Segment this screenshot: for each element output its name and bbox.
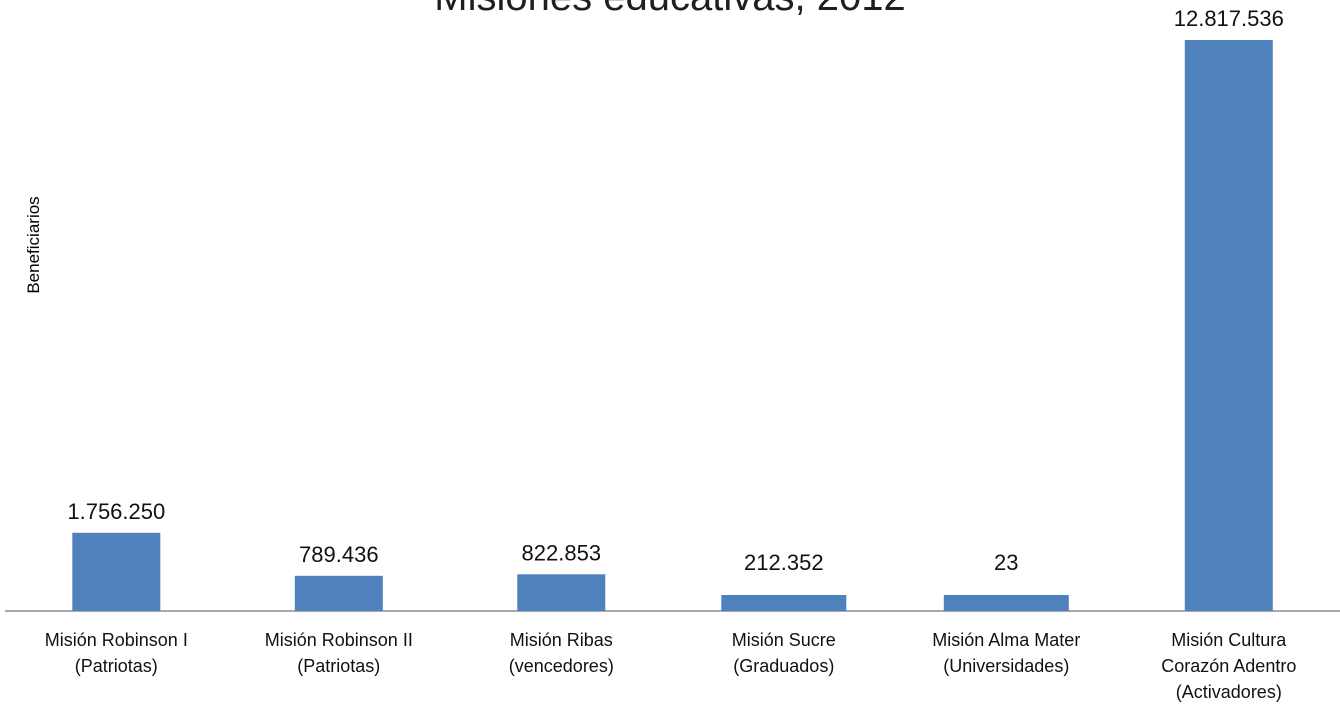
bar [943,595,1069,611]
bar [721,595,847,611]
category-label: Misión Cultura Corazón Adentro (Activadore… [1161,630,1296,702]
bar-value-label: 12.817.536 [1174,6,1284,31]
category-label: Misión Robinson I (Patriotas) [45,630,188,676]
category-label-line: (Activadores) [1176,682,1282,702]
category-label-line: Misión Ribas [510,630,613,650]
bar [72,532,161,611]
bar-value-label: 822.853 [522,540,602,565]
chart-title: Misiones educativas, 2012 [434,0,905,19]
category-label: Misión Alma Mater (Universidades) [932,630,1080,676]
value-labels: 1.756.250 789.436 822.853 212.352 23 12.817.5… [67,6,1283,575]
bar-value-label: 212.352 [744,550,824,575]
category-label-line: (Graduados) [733,656,834,676]
bar [1184,40,1273,611]
bar-value-label: 1.756.250 [67,499,165,524]
category-label-line: Misión Cultura [1171,630,1287,650]
y-axis-label: Beneficiarios [24,196,43,293]
category-label-line: (Universidades) [943,656,1069,676]
category-label-line: Misión Robinson II [265,630,413,650]
category-label-line: (Patriotas) [75,656,158,676]
category-label-line: Misión Alma Mater [932,630,1080,650]
category-label: Misión Robinson II (Patriotas) [265,630,413,676]
category-labels: Misión Robinson I (Patriotas)Misión Robin… [45,630,1297,702]
category-label: Misión Ribas (vencedores) [509,630,614,676]
category-label-line: (vencedores) [509,656,614,676]
bar-value-label: 23 [994,550,1018,575]
bar-value-label: 789.436 [299,542,379,567]
bars [72,40,1273,611]
category-label: Misión Sucre (Graduados) [732,630,836,676]
bar [294,575,383,611]
category-label-line: Misión Robinson I [45,630,188,650]
category-label-line: Misión Sucre [732,630,836,650]
bar [517,574,606,611]
category-label-line: Corazón Adentro [1161,656,1296,676]
category-label-line: (Patriotas) [297,656,380,676]
